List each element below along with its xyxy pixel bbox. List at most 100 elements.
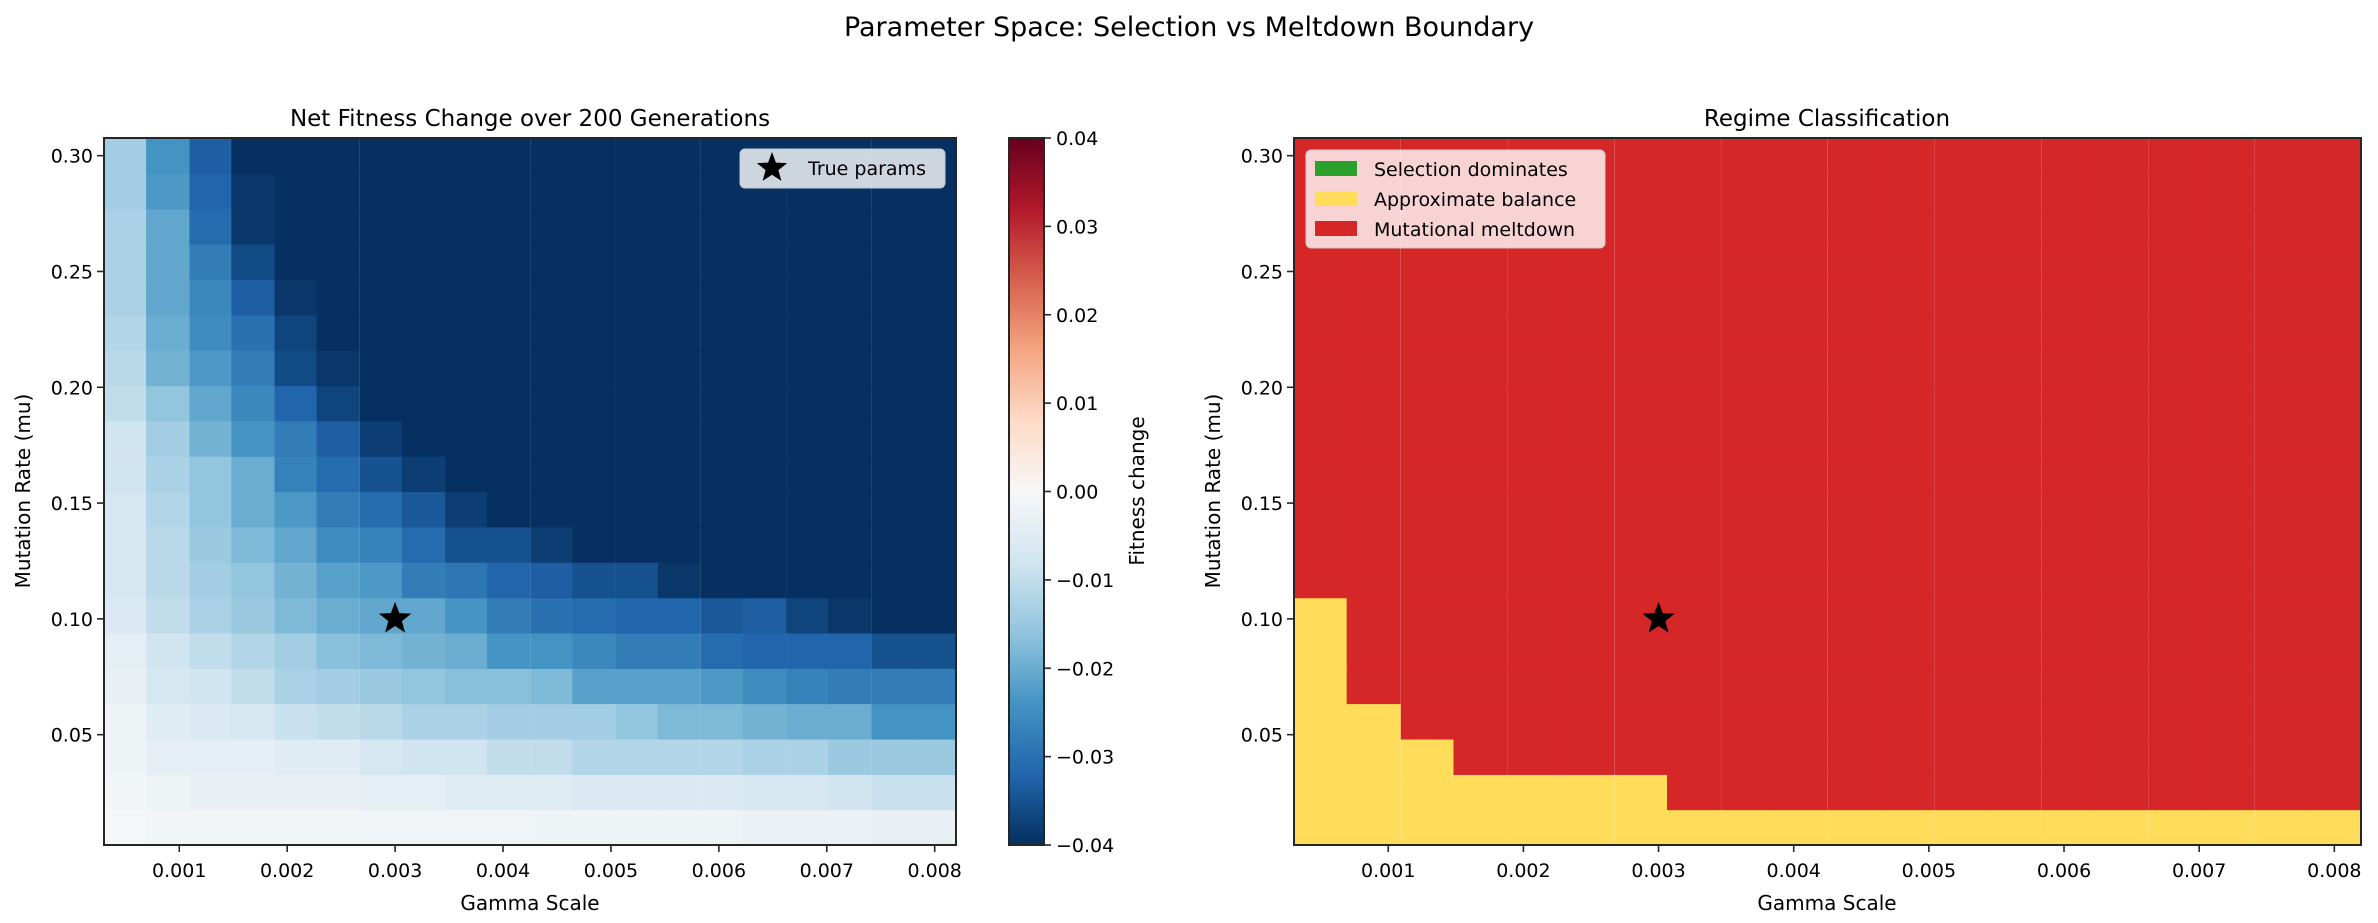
heatmap-cell (1400, 562, 1455, 599)
heatmap-cell (572, 208, 616, 245)
regime-panel: Regime Classification 0.001 0.002 0.003 0.0… (1201, 106, 2362, 915)
heatmap-cell (657, 173, 701, 210)
heatmap-cell (274, 244, 318, 281)
heatmap-cell (1987, 385, 2042, 422)
heatmap-cell (1987, 809, 2042, 846)
heatmap-cell (700, 668, 744, 705)
heatmap-cell (657, 703, 701, 740)
heatmap-cell (1507, 526, 1562, 563)
heatmap-cell (742, 774, 787, 811)
heatmap-cell (2307, 173, 2362, 210)
heatmap-cell (1880, 208, 1935, 245)
heatmap-cell (572, 138, 616, 174)
heatmap-cell (2254, 314, 2309, 351)
heatmap-cell (316, 244, 360, 281)
heatmap-cell (274, 279, 318, 316)
heatmap-cell (274, 597, 318, 634)
heatmap-cell (189, 279, 233, 316)
heatmap-cell (189, 208, 233, 245)
legend-box (1305, 149, 1606, 249)
heatmap-cell (1721, 138, 1776, 174)
heatmap-cell (1880, 420, 1935, 457)
heatmap-cell (1560, 491, 1615, 528)
heatmap-cell (401, 703, 446, 740)
heatmap-cell (530, 350, 574, 387)
heatmap-cell (1721, 350, 1776, 387)
heatmap-cell (231, 526, 275, 563)
heatmap-cell (742, 314, 787, 351)
heatmap-cell (871, 809, 915, 846)
heatmap-cell (487, 244, 531, 281)
heatmap-cell (1294, 314, 1348, 351)
heatmap-cell (2200, 208, 2255, 245)
heatmap-cell (487, 350, 531, 387)
heatmap-cell (1667, 350, 1721, 387)
heatmap-cell (1773, 526, 1828, 563)
heatmap-cell (1880, 668, 1935, 705)
heatmap-cell (1880, 739, 1935, 775)
heatmap-cell (1667, 597, 1721, 634)
regime-ticks: 0.001 0.002 0.003 0.004 0.005 0.006 0.007 0.008… (1241, 146, 2362, 882)
heatmap-cell (828, 420, 872, 457)
heatmap-cell (274, 632, 318, 669)
heatmap-cell (1721, 632, 1776, 669)
heatmap-cell (1294, 279, 1348, 316)
heatmap-cell (2254, 456, 2309, 493)
heatmap-cell (1346, 491, 1401, 528)
heatmap-cell (2200, 456, 2255, 493)
heatmap-cell (1934, 244, 1989, 281)
heatmap-cell (786, 420, 830, 457)
heatmap-cell (1667, 173, 1721, 210)
heatmap-cell (742, 526, 787, 563)
heatmap-cell (274, 138, 318, 174)
heatmap-cell (104, 774, 148, 811)
heatmap-cell (146, 208, 190, 245)
heatmap-cell (871, 456, 915, 493)
heatmap-cell (1400, 456, 1455, 493)
heatmap-cell (1507, 562, 1562, 599)
heatmap-cell (572, 632, 616, 669)
heatmap-cell (1453, 279, 1508, 316)
heatmap-cell (657, 208, 701, 245)
heatmap-cell (1294, 632, 1348, 669)
heatmap-cell (1614, 632, 1669, 669)
heatmap-cell (316, 809, 360, 846)
heatmap-cell (2200, 420, 2255, 457)
heatmap-cell (401, 420, 446, 457)
heatmap-cell (231, 456, 275, 493)
heatmap-cell (1934, 562, 1989, 599)
heatmap-cell (1453, 739, 1508, 775)
heatmap-cell (1346, 774, 1401, 811)
heatmap-cell (1773, 208, 1828, 245)
heatmap-cell (1773, 739, 1828, 775)
y-tick-label: 0.05 (51, 725, 93, 747)
heatmap-cell (2041, 526, 2096, 563)
heatmap-cell (316, 668, 360, 705)
heatmap-cell (231, 739, 275, 775)
y-tick-label: 0.20 (51, 377, 93, 399)
colorbar-tick-label: −0.04 (1056, 835, 1114, 857)
x-tick-label: 0.001 (152, 860, 206, 882)
heatmap-cell (146, 244, 190, 281)
heatmap-cell (700, 208, 744, 245)
heatmap-cell (1827, 597, 1882, 634)
colorbar-tick-label: 0.00 (1056, 482, 1098, 504)
heatmap-cell (700, 632, 744, 669)
heatmap-cell (2307, 739, 2362, 775)
heatmap-cell (1987, 173, 2042, 210)
heatmap-cell (359, 279, 403, 316)
heatmap-cell (2254, 420, 2309, 457)
heatmap-cell (700, 774, 744, 811)
heatmap-cell (2094, 173, 2149, 210)
heatmap-cell (2307, 456, 2362, 493)
heatmap-cell (2254, 597, 2309, 634)
heatmap-cell (2041, 703, 2096, 740)
heatmap-cell (530, 208, 574, 245)
heatmap-cell (2307, 774, 2362, 811)
heatmap-cell (913, 632, 957, 669)
heatmap-cell (615, 562, 659, 599)
heatmap-cell (786, 703, 830, 740)
heatmap-cell (445, 279, 489, 316)
heatmap-cell (316, 703, 360, 740)
heatmap-cell (2200, 774, 2255, 811)
